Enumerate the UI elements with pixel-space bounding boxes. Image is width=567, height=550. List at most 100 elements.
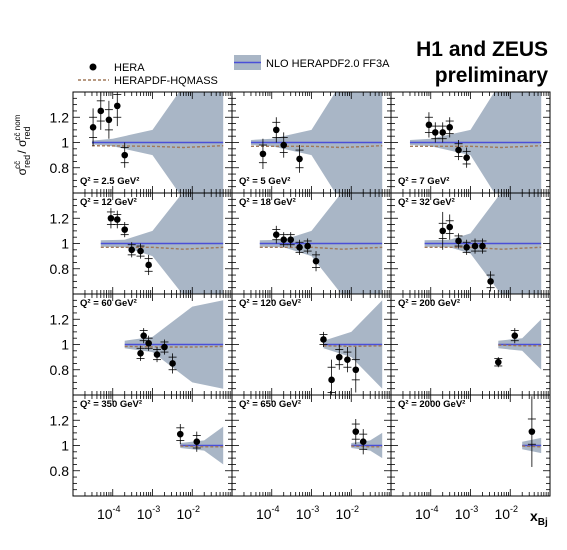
data-marker — [479, 242, 486, 250]
data-marker — [140, 332, 147, 339]
x-tick-base: 10 — [494, 506, 510, 522]
data-marker — [145, 261, 152, 269]
data-point — [120, 142, 129, 168]
data-point — [139, 328, 148, 344]
panel: Q² = 60 GeV² — [72, 293, 233, 396]
data-marker — [463, 154, 470, 161]
data-point — [136, 243, 145, 259]
x-tick-base: 10 — [415, 506, 431, 522]
data-marker — [446, 124, 454, 131]
data-point — [359, 429, 368, 455]
data-marker — [455, 237, 462, 245]
q2-label: Q² = 350 GeV² — [80, 399, 142, 410]
panel: Q² = 2.5 GeV² — [72, 91, 233, 194]
data-point — [445, 214, 454, 240]
hqmass-line — [498, 344, 542, 347]
data-marker — [431, 129, 439, 136]
data-point — [279, 132, 288, 158]
y-tick-label: 1.2 — [50, 412, 70, 428]
y-axis-title: σredcc̄ / σredcc̄ nom — [13, 114, 32, 175]
y-axis-slash: / σ — [15, 139, 29, 157]
y-axis-sup2: cc̄ nom — [13, 114, 22, 140]
q2-label: Q² = 18 GeV² — [239, 197, 296, 208]
panel: Q² = 5 GeV² — [231, 91, 392, 194]
data-point — [343, 347, 352, 373]
data-point — [494, 357, 503, 368]
data-marker — [121, 151, 129, 159]
data-marker — [296, 243, 303, 251]
data-point — [127, 242, 136, 258]
data-marker — [320, 336, 327, 343]
data-point — [478, 238, 487, 254]
hqmass-line — [259, 246, 383, 250]
x-tick-label: 10-2 — [335, 504, 359, 522]
y-axis-sub2: red — [22, 126, 32, 139]
data-point — [431, 122, 440, 143]
x-tick-exponent: -2 — [192, 504, 200, 514]
figure-title-line2: preliminary — [435, 64, 549, 87]
data-marker — [328, 376, 335, 384]
axis-tick-labels: 0.811.20.811.20.811.20.811.210-4 10-3 10-2… — [50, 109, 519, 522]
y-tick-label: 0.8 — [50, 463, 70, 479]
y-axis-sub1: red — [22, 155, 32, 168]
data-marker — [137, 247, 144, 255]
data-point — [471, 238, 480, 254]
q2-label: Q² = 32 GeV² — [398, 197, 455, 208]
data-marker — [121, 226, 129, 233]
x-tick-base: 10 — [296, 506, 312, 522]
panel-plot-area — [259, 193, 383, 294]
panel-plot-area — [351, 418, 383, 459]
x-axis-title: xBj — [530, 508, 548, 528]
data-marker — [193, 438, 201, 446]
data-marker — [107, 214, 115, 222]
x-tick-exponent: -2 — [510, 504, 518, 514]
data-point — [438, 122, 447, 143]
data-point — [312, 251, 321, 272]
data-marker — [304, 242, 311, 250]
x-tick-base: 10 — [137, 506, 153, 522]
data-marker — [528, 428, 536, 435]
data-marker — [169, 360, 176, 367]
data-marker — [335, 353, 343, 361]
data-point — [136, 345, 145, 361]
panel-plot-area — [100, 193, 224, 294]
hqmass-line — [410, 145, 542, 149]
x-tick-label: 10-3 — [455, 504, 479, 522]
data-marker — [145, 339, 152, 347]
hqmass-line — [100, 246, 224, 250]
q2-label: Q² = 5 GeV² — [239, 176, 290, 187]
data-marker — [296, 155, 303, 163]
data-point — [510, 328, 519, 344]
legend-hera-label: HERA — [114, 62, 145, 74]
q2-label: Q² = 650 GeV² — [239, 399, 301, 410]
data-marker — [280, 236, 288, 244]
x-tick-label: 10-2 — [176, 504, 200, 522]
y-tick-label: 1 — [61, 135, 69, 151]
data-marker — [128, 246, 136, 254]
x-tick-label: 10-2 — [494, 504, 518, 522]
data-point — [424, 112, 433, 138]
data-point — [168, 353, 177, 374]
data-point — [286, 232, 295, 248]
data-marker — [312, 257, 320, 265]
data-point — [258, 138, 267, 170]
data-point — [295, 145, 304, 173]
data-marker — [153, 351, 161, 358]
data-marker — [272, 126, 280, 134]
panel-plot-area — [424, 193, 542, 294]
data-point — [89, 108, 98, 147]
data-marker — [494, 358, 502, 366]
panel-plot-area — [250, 92, 383, 193]
panel-grid: Q² = 2.5 GeV² Q² = 5 GeV² Q² = 7 GeV² Q² = … — [72, 91, 551, 497]
panel-plot-area — [176, 424, 224, 465]
data-point — [454, 139, 463, 161]
data-marker — [359, 438, 367, 446]
x-tick-label: 10-4 — [97, 504, 121, 522]
x-tick-exponent: -4 — [272, 504, 280, 514]
y-tick-label: 0.8 — [50, 362, 70, 378]
data-marker — [89, 124, 97, 131]
data-point — [462, 147, 471, 168]
panel: Q² = 350 GeV² — [72, 394, 233, 497]
panel: Q² = 18 GeV² — [231, 192, 392, 295]
